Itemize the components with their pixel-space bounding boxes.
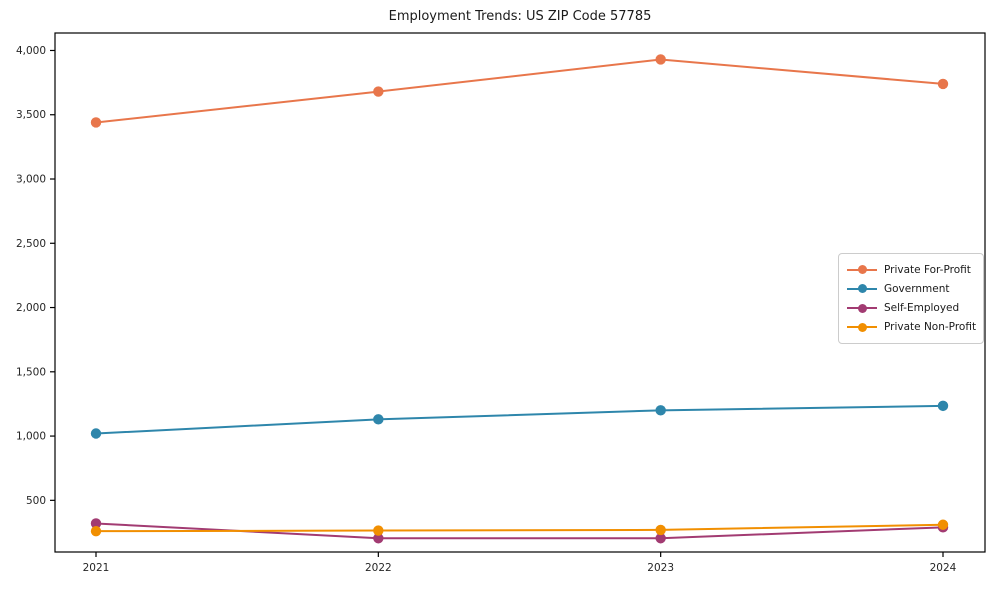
data-point-government <box>937 400 949 412</box>
legend-marker-dot <box>857 303 867 313</box>
legend-label: Private For-Profit <box>884 263 971 276</box>
data-point-private-for-profit <box>90 117 102 128</box>
plot-border <box>54 32 986 553</box>
x-axis-tick-label: 2023 <box>647 562 674 574</box>
chart-legend: Private For-Profit Government Self-Employe… <box>838 253 984 344</box>
data-point-private-for-profit <box>655 54 666 65</box>
y-axis-tick-label: 2,000 <box>16 302 46 314</box>
x-axis-tick-label: 2022 <box>365 562 392 574</box>
legend-item-private-non-profit: Private Non-Profit <box>847 318 977 336</box>
legend-line-marker-icon <box>847 264 877 275</box>
y-axis-tick-label: 1,500 <box>16 366 46 378</box>
legend-line-marker-icon <box>847 303 877 314</box>
legend-label: Government <box>884 282 950 295</box>
data-point-private-non-profit <box>655 524 666 536</box>
data-point-government <box>655 405 666 416</box>
legend-line-marker-icon <box>847 322 877 333</box>
legend-marker-dot <box>857 284 867 294</box>
data-point-private-non-profit <box>937 519 949 530</box>
y-axis-tick-label: 3,500 <box>16 109 46 121</box>
data-point-self-employed <box>90 518 102 529</box>
series-line-private-non-profit <box>95 523 944 533</box>
y-axis-tick-label: 4,000 <box>16 45 46 57</box>
legend-marker-dot <box>857 322 867 332</box>
chart-title: Employment Trends: US ZIP Code 57785 <box>388 9 652 24</box>
data-point-private-for-profit <box>937 78 949 90</box>
legend-item-government: Government <box>847 280 975 298</box>
y-axis-tick-label: 500 <box>26 495 46 507</box>
y-axis-tick-label: 1,000 <box>16 431 46 443</box>
y-axis-tick-label: 3,000 <box>16 174 46 186</box>
legend-label: Private Non-Profit <box>884 321 977 334</box>
legend-label: Self-Employed <box>884 302 960 315</box>
data-point-private-for-profit <box>373 86 384 97</box>
legend-line-marker-icon <box>847 283 877 294</box>
data-point-private-non-profit <box>90 525 102 537</box>
data-point-self-employed <box>655 533 666 544</box>
data-point-private-non-profit <box>373 525 384 536</box>
data-point-self-employed <box>373 533 384 544</box>
data-point-government <box>373 414 384 425</box>
data-point-government <box>90 428 102 439</box>
y-axis-tick-label: 2,500 <box>16 238 46 250</box>
legend-marker-dot <box>857 265 867 275</box>
series-line-government <box>95 404 944 435</box>
x-axis-tick-label: 2021 <box>83 562 110 574</box>
legend-item-self-employed: Self-Employed <box>847 299 975 317</box>
legend-item-private-for-profit: Private For-Profit <box>847 261 975 279</box>
series-line-private-for-profit <box>95 58 944 124</box>
x-axis-tick-label: 2024 <box>930 562 957 574</box>
